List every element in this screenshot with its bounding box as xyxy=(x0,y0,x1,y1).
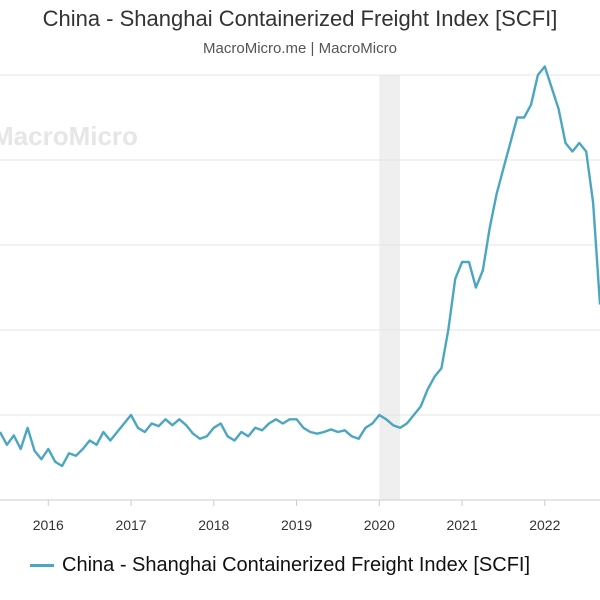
x-tick-label: 2016 xyxy=(33,517,64,533)
legend-line-swatch xyxy=(30,564,54,567)
legend-label: China - Shanghai Containerized Freight I… xyxy=(62,554,531,576)
chart-source: MacroMicro.me | MacroMicro xyxy=(203,40,397,57)
x-tick-label: 2017 xyxy=(115,517,146,533)
chart-title: China - Shanghai Containerized Freight I… xyxy=(42,6,558,31)
legend[interactable]: China - Shanghai Containerized Freight I… xyxy=(30,554,530,577)
x-tick-label: 2020 xyxy=(364,517,395,533)
series-line-scfi[interactable] xyxy=(0,65,600,468)
x-tick-label: 2019 xyxy=(281,517,312,533)
x-tick-label: 2021 xyxy=(446,517,477,533)
shaded-period-band xyxy=(379,75,400,500)
watermark-text: MacroMicro xyxy=(0,121,138,151)
x-tick-label: 2022 xyxy=(529,517,560,533)
x-tick-label: 2018 xyxy=(198,517,229,533)
